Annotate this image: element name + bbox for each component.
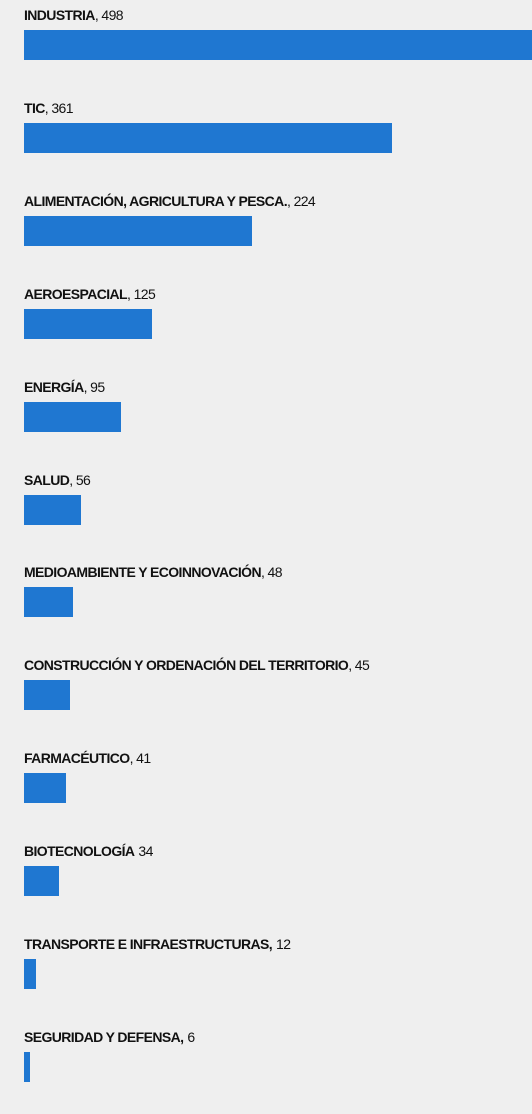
bar-label: ALIMENTACIÓN, AGRICULTURA Y PESCA., 224	[24, 192, 316, 209]
category-label: MEDIOAMBIENTE Y ECOINNOVACIÓN	[24, 564, 262, 581]
category-label: TRANSPORTE E INFRAESTRUCTURAS,	[24, 936, 273, 952]
bar-label: FARMACÉUTICO, 41	[24, 750, 151, 766]
bar	[24, 494, 82, 525]
category-label: SALUD	[24, 471, 70, 488]
bar-label: SALUD, 56	[24, 471, 91, 488]
value-label: , 56	[69, 471, 91, 488]
category-label: AEROESPACIAL	[24, 285, 128, 302]
bar-row: MEDIOAMBIENTE Y ECOINNOVACIÓN, 48	[24, 557, 532, 649]
bar	[24, 866, 59, 897]
bar	[24, 30, 532, 60]
bar-label: BIOTECNOLOGÍA 34	[24, 843, 153, 859]
bar-row: FARMACÉUTICO, 41	[24, 743, 532, 835]
value-label: 12	[276, 936, 291, 952]
value-label: , 45	[348, 657, 370, 674]
bar	[24, 773, 66, 804]
category-label: ALIMENTACIÓN, AGRICULTURA Y PESCA.	[24, 192, 288, 209]
bar-row: SEGURIDAD Y DEFENSA, 6	[24, 1022, 532, 1114]
bar-label: CONSTRUCCIÓN Y ORDENACIÓN DEL TERRITORIO…	[24, 657, 370, 674]
value-label: 6	[187, 1028, 195, 1045]
value-label: , 361	[44, 99, 74, 116]
bar-label: ENERGÍA, 95	[24, 379, 105, 395]
bar-row: CONSTRUCCIÓN Y ORDENACIÓN DEL TERRITORIO…	[24, 650, 532, 742]
bar	[24, 122, 393, 153]
category-label: ENERGÍA	[24, 378, 84, 395]
bar-label: AEROESPACIAL, 125	[24, 285, 156, 302]
value-label: , 498	[94, 7, 124, 23]
bar-row: SALUD, 56	[24, 465, 532, 557]
value-label: , 48	[260, 564, 283, 581]
value-label: , 95	[83, 378, 106, 395]
category-label: TIC	[24, 99, 45, 116]
bar-row: AEROESPACIAL, 125	[24, 279, 532, 371]
bar	[24, 959, 37, 989]
category-label: INDUSTRIA	[24, 7, 95, 23]
bar-label: SEGURIDAD Y DEFENSA, 6	[24, 1029, 195, 1045]
bar-label: TIC, 361	[24, 99, 74, 116]
bar-row: ENERGÍA, 95	[24, 372, 532, 464]
category-label: SEGURIDAD Y DEFENSA,	[24, 1028, 184, 1045]
bar	[24, 215, 253, 246]
chart: INDUSTRIA, 498 TIC, 361 ALIMENTACIÓN, AGRI…	[24, 0, 532, 1082]
bar-row: ALIMENTACIÓN, AGRICULTURA Y PESCA., 224	[24, 186, 532, 278]
bar-row: TIC, 361	[24, 93, 532, 185]
category-label: CONSTRUCCIÓN Y ORDENACIÓN DEL TERRITORIO	[24, 657, 349, 674]
bar	[24, 680, 70, 711]
category-label: FARMACÉUTICO	[24, 750, 130, 767]
value-label: , 224	[286, 192, 316, 209]
value-label: , 41	[129, 750, 152, 767]
bar	[24, 1051, 31, 1082]
category-label: BIOTECNOLOGÍA	[24, 843, 135, 860]
bar-row: BIOTECNOLOGÍA 34	[24, 836, 532, 928]
value-label: 34	[138, 843, 153, 860]
bar-label: TRANSPORTE E INFRAESTRUCTURAS, 12	[24, 936, 291, 952]
bar-label: INDUSTRIA, 498	[24, 7, 124, 23]
value-label: , 125	[127, 285, 156, 302]
bar-row: TRANSPORTE E INFRAESTRUCTURAS, 12	[24, 929, 532, 1021]
bar	[24, 587, 73, 618]
bar-row: INDUSTRIA, 498	[24, 0, 532, 92]
bar-label: MEDIOAMBIENTE Y ECOINNOVACIÓN, 48	[24, 564, 283, 581]
bar	[24, 401, 121, 432]
bar	[24, 308, 152, 339]
